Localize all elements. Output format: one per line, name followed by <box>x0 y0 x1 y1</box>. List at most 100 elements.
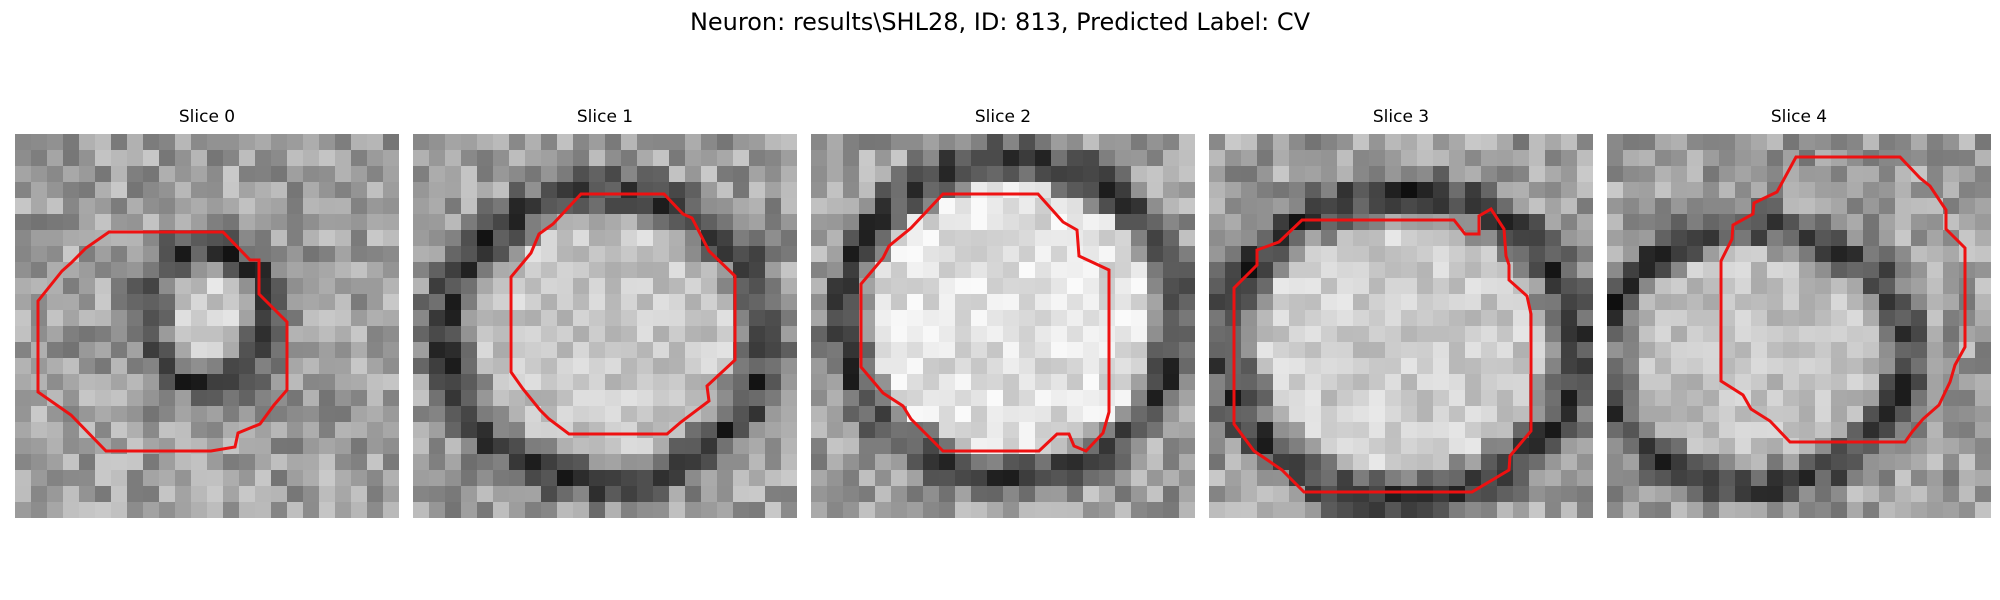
pixel <box>1577 150 1593 167</box>
pixel <box>1257 310 1274 327</box>
pixel <box>733 278 750 295</box>
pixel <box>827 358 844 375</box>
pixel <box>525 294 542 311</box>
pixel <box>685 470 702 487</box>
pixel <box>223 198 240 215</box>
pixel <box>1401 198 1418 215</box>
pixel <box>781 182 797 199</box>
pixel <box>319 278 336 295</box>
pixel <box>1735 262 1752 279</box>
pixel <box>1067 390 1084 407</box>
pixel <box>1369 198 1386 215</box>
pixel <box>733 454 750 471</box>
pixel <box>1147 150 1164 167</box>
pixel <box>1083 342 1100 359</box>
pixel <box>191 390 208 407</box>
pixel <box>1863 486 1880 503</box>
pixel <box>1465 198 1482 215</box>
pixel <box>1895 198 1912 215</box>
pixel <box>1321 374 1338 391</box>
pixel <box>1035 358 1052 375</box>
pixel <box>573 374 590 391</box>
pixel <box>1783 422 1800 439</box>
pixel <box>1433 230 1450 247</box>
pixel <box>1703 326 1720 343</box>
pixel <box>749 294 766 311</box>
pixel <box>477 310 494 327</box>
slice-panel-4: Slice 4 <box>1607 106 1991 518</box>
pixel <box>749 486 766 503</box>
pixel <box>1767 246 1784 263</box>
slice-panel-1: Slice 1 <box>413 106 797 518</box>
pixel <box>1035 198 1052 215</box>
pixel <box>971 262 988 279</box>
pixel <box>1433 438 1450 455</box>
pixel <box>1257 230 1274 247</box>
pixel <box>733 374 750 391</box>
pixel <box>509 390 526 407</box>
pixel <box>827 438 844 455</box>
pixel <box>1577 182 1593 199</box>
pixel <box>351 422 368 439</box>
pixel <box>63 486 80 503</box>
pixel <box>907 230 924 247</box>
pixel <box>255 454 272 471</box>
pixel <box>95 406 112 423</box>
pixel <box>175 358 192 375</box>
pixel <box>287 470 304 487</box>
pixel <box>15 470 32 487</box>
pixel <box>143 246 160 263</box>
pixel <box>1671 166 1688 183</box>
pixel <box>127 358 144 375</box>
pixel <box>1751 278 1768 295</box>
pixel <box>1401 374 1418 391</box>
pixel <box>605 214 622 231</box>
pixel <box>255 390 272 407</box>
pixel <box>827 326 844 343</box>
pixel <box>1481 374 1498 391</box>
pixel <box>923 406 940 423</box>
pixel <box>1577 262 1593 279</box>
pixel <box>95 262 112 279</box>
pixel <box>1545 198 1562 215</box>
pixel <box>653 502 670 518</box>
pixel <box>907 134 924 151</box>
pixel <box>987 214 1004 231</box>
pixel <box>1911 246 1928 263</box>
pixel <box>493 470 510 487</box>
pixel <box>509 214 526 231</box>
pixel <box>1607 278 1624 295</box>
pixel <box>1513 470 1530 487</box>
pixel <box>907 278 924 295</box>
pixel <box>1927 470 1944 487</box>
pixel <box>1465 310 1482 327</box>
pixel <box>1863 406 1880 423</box>
pixel <box>811 310 828 327</box>
segmentation-contour <box>1719 155 1967 444</box>
pixel <box>271 326 288 343</box>
pixel <box>1385 230 1402 247</box>
pixel <box>1607 214 1624 231</box>
pixel <box>1879 390 1896 407</box>
pixel <box>239 278 256 295</box>
pixel <box>525 246 542 263</box>
pixel <box>717 262 734 279</box>
pixel <box>717 422 734 439</box>
slice-image-3 <box>1209 134 1593 518</box>
pixel <box>1655 342 1672 359</box>
pixel <box>541 438 558 455</box>
pixel <box>1879 502 1896 518</box>
pixel <box>413 502 430 518</box>
pixel <box>1529 422 1546 439</box>
pixel <box>1623 326 1640 343</box>
pixel <box>1163 150 1180 167</box>
pixel <box>1257 246 1274 263</box>
pixel <box>1607 294 1624 311</box>
pixel <box>1751 150 1768 167</box>
pixel <box>1959 278 1976 295</box>
pixel <box>685 342 702 359</box>
pixel <box>1831 182 1848 199</box>
pixel <box>1927 262 1944 279</box>
pixel <box>1719 342 1736 359</box>
pixel <box>1241 262 1258 279</box>
